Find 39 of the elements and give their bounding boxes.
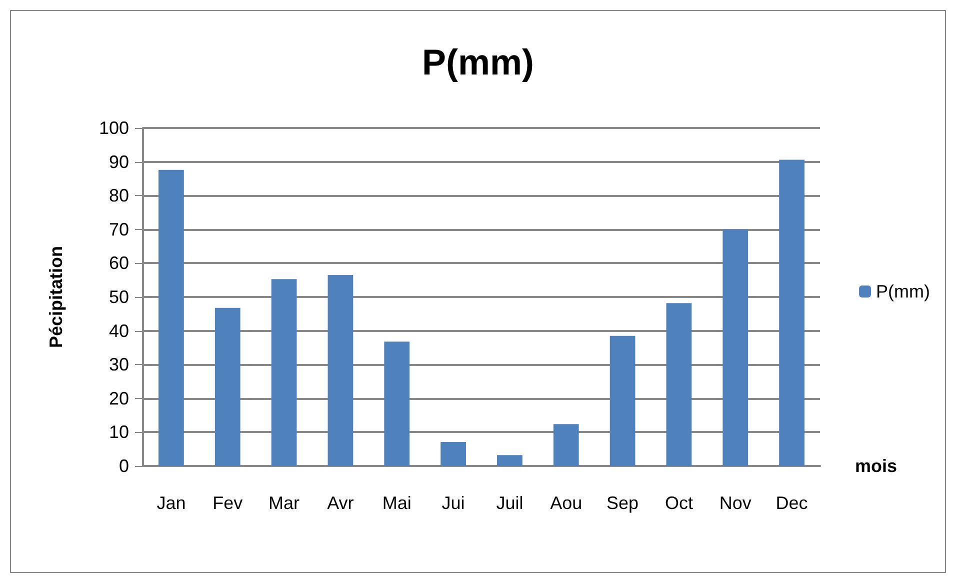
y-tick-label: 70 xyxy=(108,219,129,240)
bar xyxy=(610,336,636,466)
bar xyxy=(328,275,354,466)
bar xyxy=(271,279,297,466)
x-tick-label: Jan xyxy=(156,493,186,513)
x-tick-label: Juil xyxy=(496,493,524,513)
y-tick-label: 60 xyxy=(108,253,129,274)
bar xyxy=(384,342,410,466)
x-tick-label: Dec xyxy=(776,493,808,513)
y-tick-label: 100 xyxy=(98,118,129,138)
bar xyxy=(553,424,579,466)
y-tick-label: 20 xyxy=(108,388,129,408)
bar xyxy=(158,170,184,466)
bar xyxy=(497,455,522,466)
x-tick-label: Nov xyxy=(719,493,752,513)
y-tick-label: 40 xyxy=(108,320,129,341)
x-tick-label: Sep xyxy=(606,493,639,513)
x-tick-label: Jui xyxy=(442,493,465,513)
y-tick-label: 30 xyxy=(108,354,129,375)
x-tick-label: Avr xyxy=(327,493,354,513)
y-tick-label: 0 xyxy=(118,456,129,476)
x-tick-label: Mai xyxy=(382,493,412,513)
bar xyxy=(440,442,466,466)
y-axis-title: Pécipitation xyxy=(46,246,66,348)
chart-title: P(mm) xyxy=(422,42,534,82)
y-tick-label: 90 xyxy=(108,152,129,172)
x-tick-label: Mar xyxy=(268,493,300,513)
bar xyxy=(722,229,748,466)
y-tick-label: 10 xyxy=(108,422,129,442)
x-axis-title: mois xyxy=(855,456,898,476)
x-tick-label: Oct xyxy=(664,493,693,513)
x-tick-label: Aou xyxy=(550,493,582,513)
x-tick-label: Fev xyxy=(212,493,243,513)
y-tick-label: 80 xyxy=(108,186,129,206)
y-tick-label: 50 xyxy=(108,287,129,307)
bar xyxy=(666,303,692,466)
bar xyxy=(779,160,804,466)
bar xyxy=(214,308,240,466)
legend-label: P(mm) xyxy=(876,282,930,302)
